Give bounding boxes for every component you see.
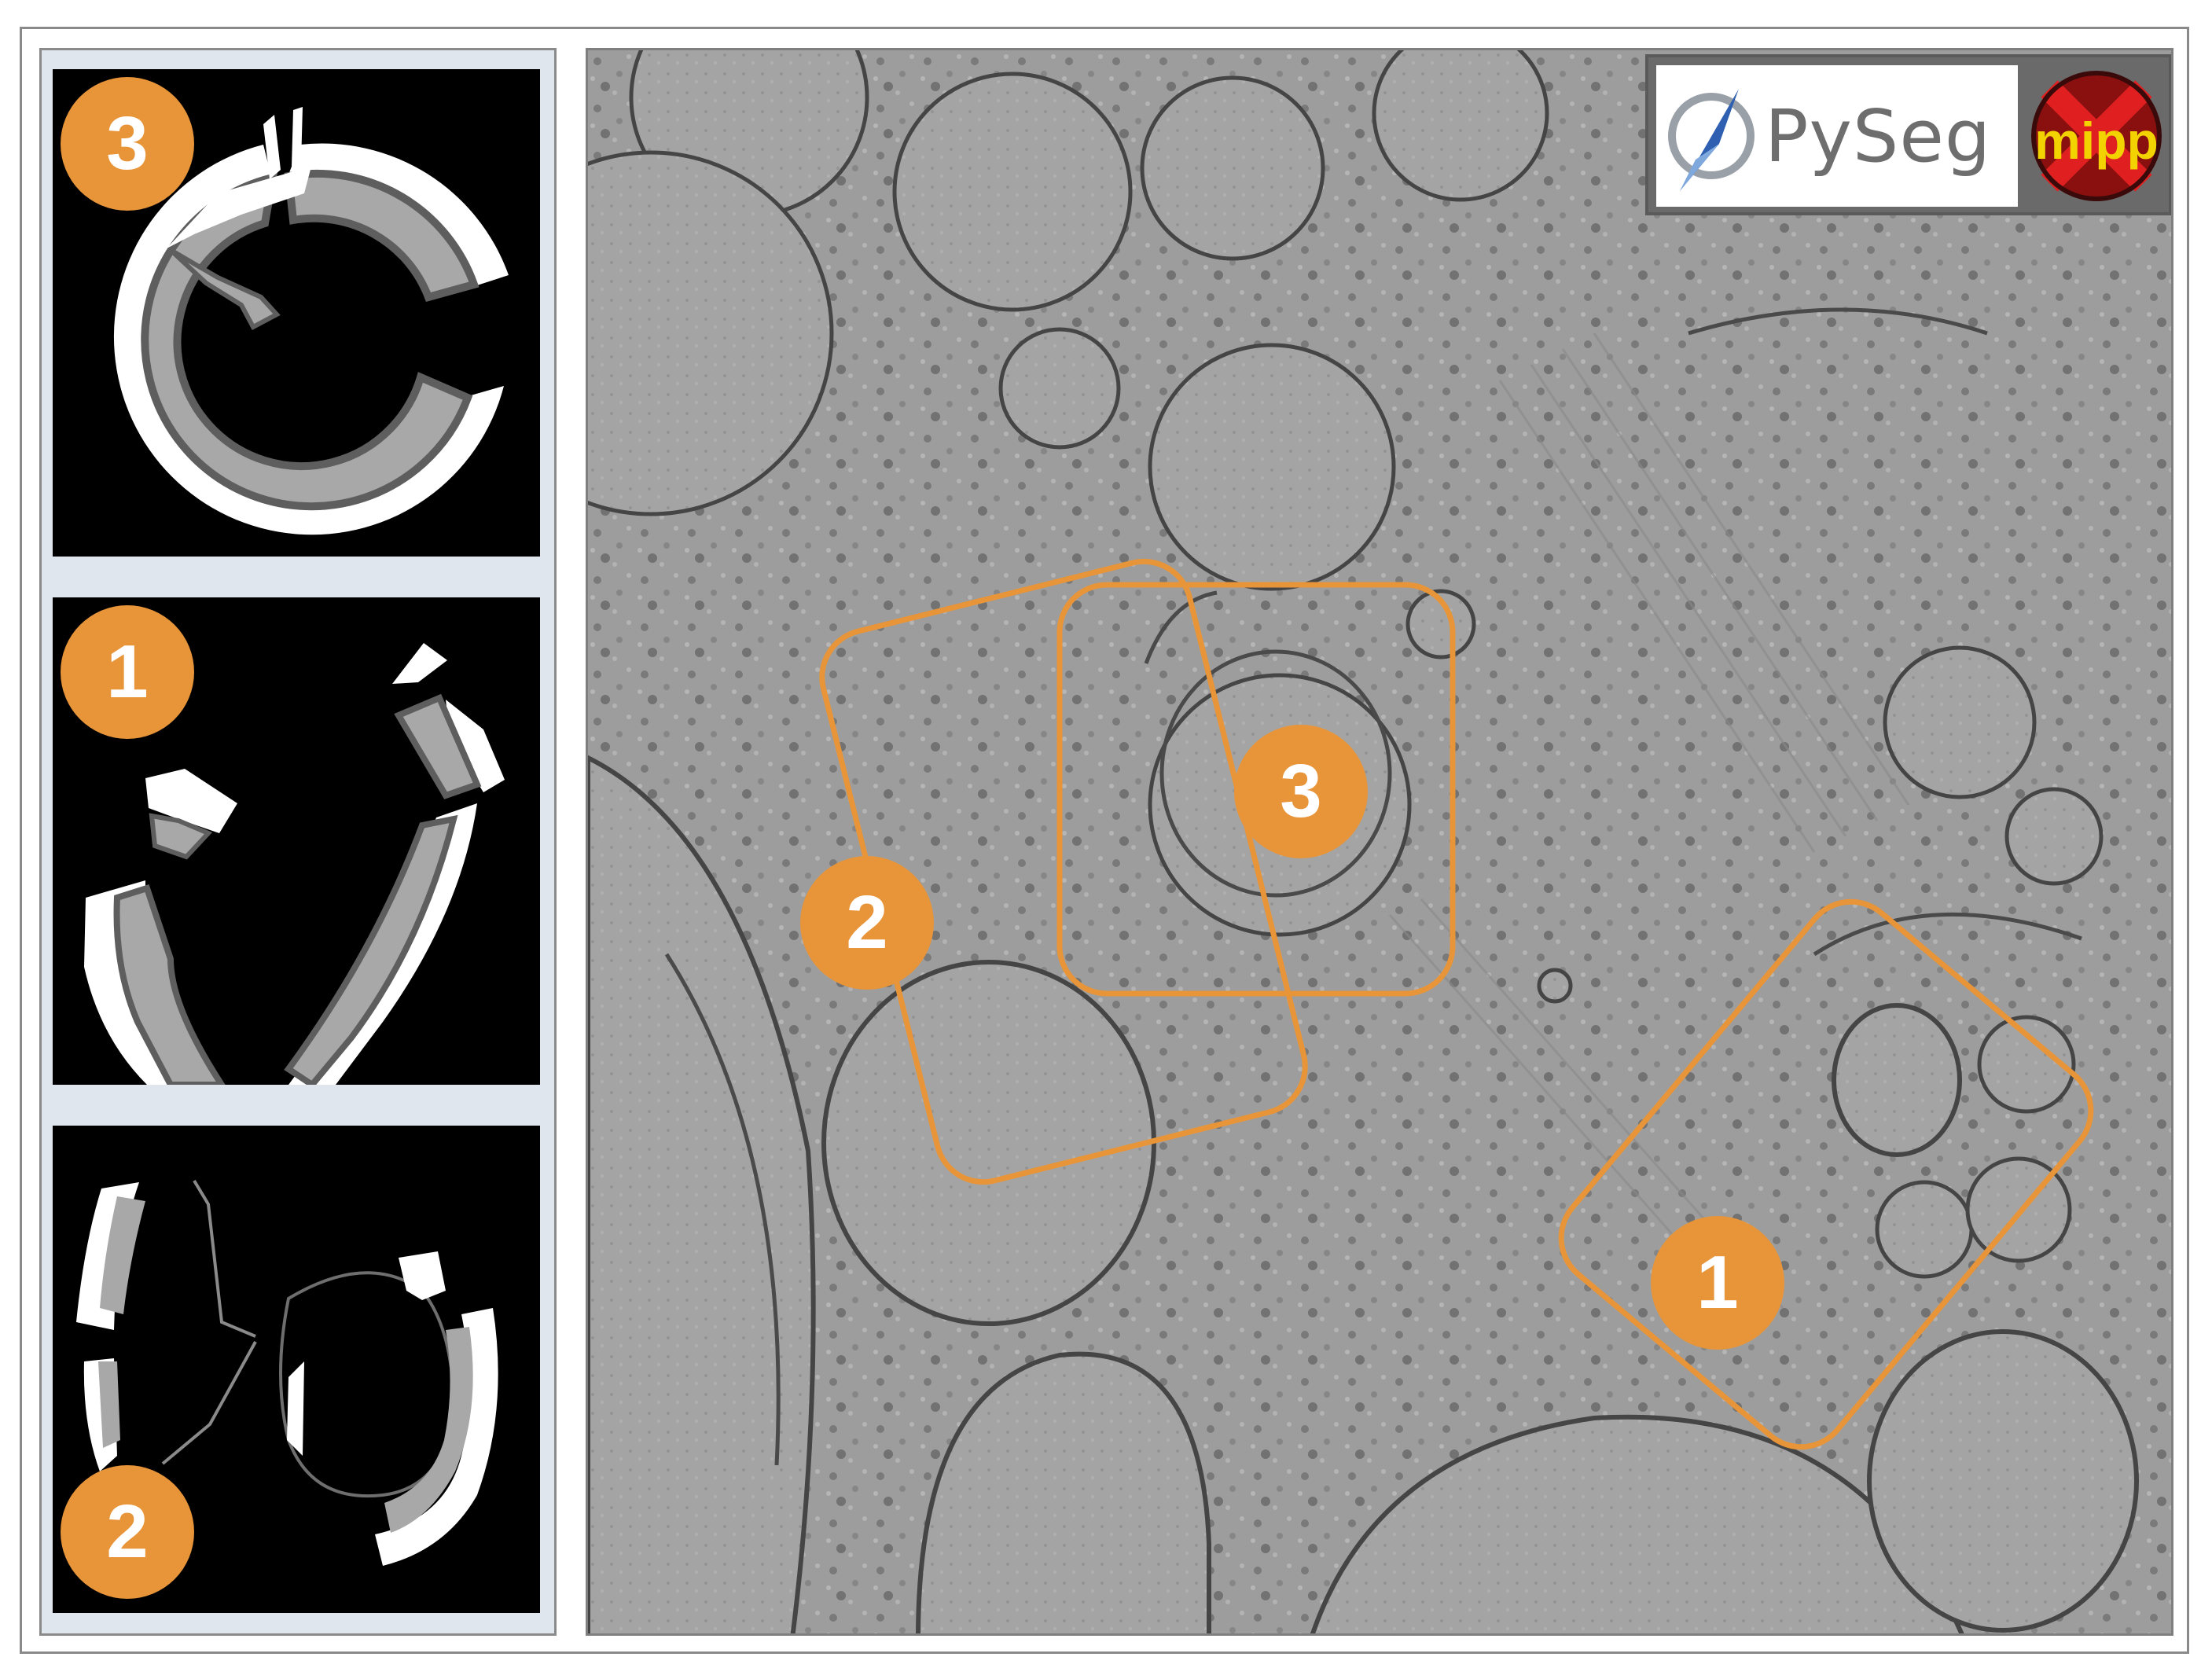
- tomogram-micrograph: 2 3 1 PySeg mipp: [586, 48, 2173, 1636]
- region-badge-2: 2: [800, 856, 934, 990]
- mipp-logo: mipp: [2027, 65, 2166, 207]
- region-badge-1: 1: [1651, 1216, 1784, 1350]
- right-arc-gray: [384, 1327, 473, 1533]
- inner-vesicle-outline: [279, 1271, 456, 1498]
- segmentation-panel-3: 3: [53, 69, 540, 557]
- filaments: [1388, 332, 1910, 1324]
- inner-fragment: [287, 1361, 304, 1456]
- logo-box: PySeg mipp: [1645, 54, 2171, 215]
- figure-frame: [20, 27, 2189, 1654]
- inner-membrane-gray: [141, 172, 473, 511]
- pyseg-logo-text: PySeg: [1765, 94, 1992, 178]
- membrane-fragment: [167, 163, 312, 248]
- tether-line-top: [193, 1179, 256, 1338]
- large-compartments: [588, 755, 2139, 1633]
- inner-membrane-gray-top: [284, 169, 480, 303]
- right-top-fragment: [399, 1251, 446, 1300]
- region-box-3: [1056, 582, 1456, 997]
- mipp-icon: [2031, 71, 2162, 201]
- tomogram-image: [588, 50, 2171, 1633]
- segmentation-panel-1: 1: [53, 597, 540, 1085]
- segmentation-2-drawing: [76, 1179, 498, 1566]
- outer-membrane-white-top: [288, 143, 509, 285]
- left-lower-gray: [98, 1361, 120, 1448]
- membrane-spike-right: [292, 107, 303, 167]
- membrane-spike-left: [263, 115, 281, 179]
- left-fragment-white: [145, 769, 237, 833]
- right-top-membrane-gray: [394, 693, 482, 799]
- segmentation-panel-2: 2: [53, 1126, 540, 1613]
- left-arc-gray: [100, 1196, 145, 1314]
- left-membrane-gray: [113, 884, 226, 1085]
- segmentation-3-drawing: [113, 107, 509, 535]
- panel-badge-3: 3: [61, 77, 194, 211]
- mipp-logo-text: mipp: [2034, 112, 2159, 170]
- left-fragment-gray: [149, 813, 213, 860]
- right-membrane-gray: [284, 814, 458, 1085]
- membrane-tether: [168, 248, 281, 331]
- right-arc-white: [375, 1308, 498, 1566]
- segmentation-panel-stack: 3 1 2: [39, 48, 557, 1636]
- segmentation-1-drawing: [84, 643, 505, 1085]
- pyseg-logo: PySeg: [1656, 65, 2018, 207]
- region-badge-3: 3: [1234, 725, 1368, 858]
- small-fragment: [392, 643, 447, 684]
- pyseg-icon: [1668, 89, 1755, 191]
- tether-line-bottom: [161, 1341, 257, 1465]
- panel-badge-2: 2: [61, 1465, 194, 1599]
- region-box-1: [1558, 898, 2094, 1450]
- vesicles: [588, 50, 2104, 1601]
- panel-badge-1: 1: [61, 605, 194, 739]
- membrane-curves: [664, 307, 2082, 1466]
- right-top-membrane-white: [446, 700, 505, 792]
